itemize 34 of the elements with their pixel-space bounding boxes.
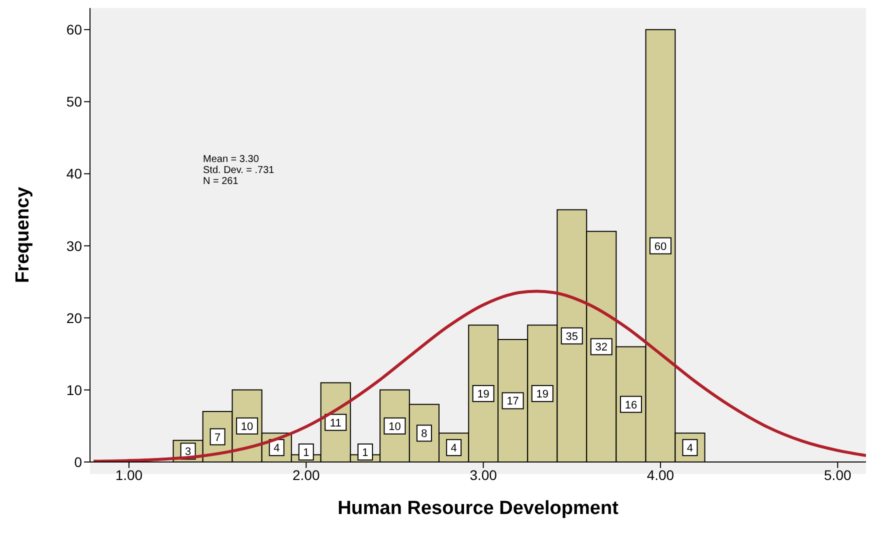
data-label: 19: [536, 388, 549, 401]
y-tick-label: 30: [66, 238, 82, 254]
data-label: 7: [214, 432, 221, 444]
data-label: 35: [566, 330, 578, 343]
x-tick-label: 5.00: [824, 466, 852, 483]
data-label: 10: [240, 420, 254, 433]
data-label: 11: [330, 417, 342, 430]
data-label: 19: [477, 388, 490, 401]
data-label: 16: [624, 399, 638, 412]
data-label: 1: [362, 447, 368, 459]
statistics-note: Mean = 3.30 Std. Dev. = .731 N = 261: [203, 154, 274, 187]
data-label: 3: [185, 446, 192, 458]
y-tick-label: 40: [66, 166, 82, 182]
x-tick-label: 3.00: [470, 466, 498, 483]
data-label: 4: [450, 442, 457, 455]
y-tick-label: 10: [66, 382, 82, 398]
line-series: [92, 290, 866, 462]
data-label: 17: [506, 396, 519, 408]
data-label: 32: [595, 342, 608, 354]
y-tick-label: 20: [66, 310, 82, 326]
x-tick-label: 1.00: [115, 466, 143, 483]
x-tick-label: 2.00: [292, 466, 320, 483]
data-label: 1: [303, 447, 310, 459]
x-tick-label: 4.00: [646, 466, 674, 483]
data-label: 10: [388, 420, 401, 433]
y-tick-label: 0: [74, 454, 82, 470]
data-label: 4: [686, 442, 694, 455]
y-tick-label: 60: [66, 22, 82, 38]
data-label: 4: [274, 442, 280, 455]
y-tick-label: 50: [66, 94, 82, 110]
data-label: 60: [654, 240, 667, 253]
y-axis-title: Frequency: [12, 186, 34, 284]
data-label: 8: [421, 428, 428, 440]
x-axis-title: Human Resource Development: [338, 498, 620, 519]
